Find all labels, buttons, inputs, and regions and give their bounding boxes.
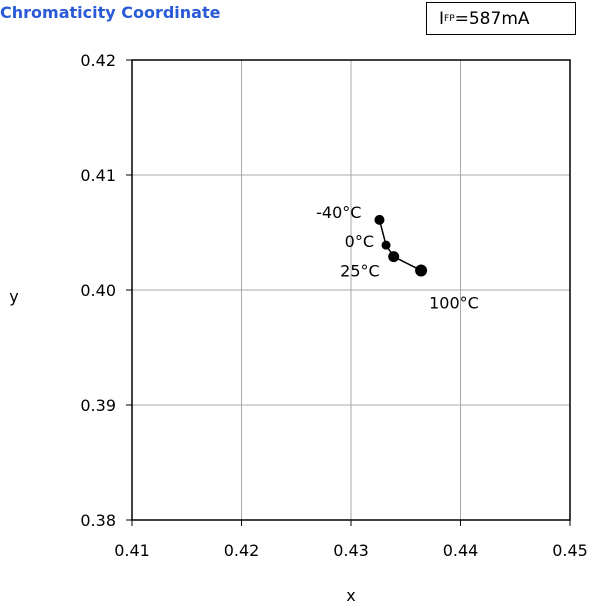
condition-label: I FP =587mA bbox=[426, 2, 576, 35]
x-tick-label: 0.41 bbox=[114, 541, 150, 560]
x-axis-label: x bbox=[346, 586, 355, 604]
y-tick-label: 0.41 bbox=[80, 166, 116, 185]
point-label: -40°C bbox=[316, 203, 361, 222]
y-tick-label: 0.40 bbox=[80, 281, 116, 300]
data-point bbox=[381, 240, 391, 250]
x-tick-label: 0.42 bbox=[224, 541, 260, 560]
point-label: 0°C bbox=[345, 232, 374, 251]
y-axis-label: y bbox=[9, 287, 18, 306]
axis-ticks: 0.41 0.42 0.43 0.44 0.45 0.38 0.39 0.40 0.41 0.42 bbox=[80, 51, 587, 560]
point-label: 25°C bbox=[340, 262, 380, 281]
condition-symbol: I bbox=[439, 8, 445, 29]
grid bbox=[132, 60, 570, 520]
data-point bbox=[374, 214, 385, 225]
x-tick-label: 0.45 bbox=[552, 541, 588, 560]
y-tick-label: 0.38 bbox=[80, 511, 116, 530]
x-tick-label: 0.43 bbox=[333, 541, 369, 560]
point-label: 100°C bbox=[429, 293, 479, 312]
y-tick-label: 0.42 bbox=[80, 51, 116, 70]
x-tick-label: 0.44 bbox=[443, 541, 479, 560]
condition-value: =587mA bbox=[454, 8, 530, 29]
data-point bbox=[415, 264, 428, 277]
data-point bbox=[388, 251, 400, 263]
series-line bbox=[378, 219, 422, 272]
y-tick-label: 0.39 bbox=[80, 396, 116, 415]
chart-title: Chromaticity Coordinate bbox=[0, 3, 221, 22]
data-series: -40°C 0°C 25°C 100°C bbox=[316, 203, 479, 313]
condition-subscript: FP bbox=[444, 13, 455, 24]
